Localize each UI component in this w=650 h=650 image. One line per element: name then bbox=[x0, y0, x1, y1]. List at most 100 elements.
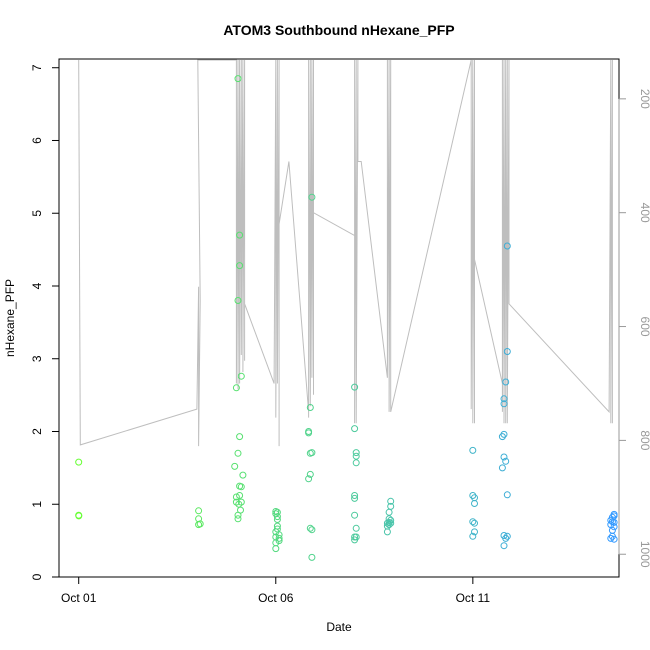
data-point-42 bbox=[305, 429, 313, 437]
series-line bbox=[78, 59, 613, 447]
data-point-63 bbox=[352, 533, 360, 541]
data-point-76 bbox=[469, 492, 477, 499]
data-point-90 bbox=[500, 542, 508, 550]
data-point-26 bbox=[239, 471, 247, 479]
x-tick-label-0: Oct 01 bbox=[61, 591, 97, 605]
y-axis-label: nHexane_PFP bbox=[3, 279, 17, 357]
data-point-55 bbox=[351, 494, 359, 502]
data-point-53 bbox=[351, 425, 359, 433]
data-point-35 bbox=[273, 516, 281, 523]
data-point-0 bbox=[75, 458, 83, 466]
y-tick-label-0: 0 bbox=[30, 573, 44, 580]
data-point-72 bbox=[387, 502, 395, 510]
y2-tick-label-0: 200 bbox=[638, 89, 650, 109]
data-point-66 bbox=[383, 528, 391, 536]
data-point-84 bbox=[498, 464, 506, 472]
data-point-49 bbox=[308, 449, 316, 457]
data-point-82 bbox=[471, 528, 478, 536]
data-point-87 bbox=[500, 430, 508, 438]
data-point-73 bbox=[387, 516, 395, 524]
data-point-6 bbox=[196, 520, 204, 528]
data-point-50 bbox=[308, 526, 316, 534]
data-point-18 bbox=[236, 433, 244, 441]
y2-tick-label-2: 600 bbox=[638, 317, 650, 337]
data-point-86 bbox=[500, 400, 508, 408]
x-tick-label-2: Oct 11 bbox=[456, 591, 491, 605]
data-point-40 bbox=[275, 537, 283, 545]
y-tick-label-1: 1 bbox=[30, 501, 44, 508]
y-tick-label-4: 4 bbox=[30, 282, 44, 289]
data-point-93 bbox=[502, 534, 510, 542]
data-point-88 bbox=[500, 453, 508, 461]
data-point-107 bbox=[610, 518, 618, 526]
data-point-91 bbox=[502, 378, 510, 386]
data-point-62 bbox=[352, 524, 360, 532]
data-point-52 bbox=[351, 383, 359, 391]
data-point-70 bbox=[385, 521, 393, 529]
data-point-103 bbox=[608, 526, 616, 534]
data-point-23 bbox=[237, 483, 245, 491]
data-point-34 bbox=[273, 513, 281, 521]
y-axis: 0 1 2 3 4 5 6 7 bbox=[30, 64, 60, 580]
data-point-71 bbox=[387, 497, 395, 505]
data-point-77 bbox=[469, 518, 477, 526]
data-point-3 bbox=[195, 507, 203, 515]
data-point-67 bbox=[385, 508, 393, 516]
data-point-32 bbox=[272, 545, 280, 553]
data-point-96 bbox=[503, 491, 511, 499]
y2-tick-label-1: 400 bbox=[638, 203, 650, 223]
chart-title: ATOM3 Southbound nHexane_PFP bbox=[223, 22, 454, 38]
x-axis: Oct 01 Oct 06 Oct 11 bbox=[61, 576, 491, 605]
data-point-12 bbox=[234, 297, 242, 304]
data-point-51 bbox=[308, 553, 316, 561]
data-point-36 bbox=[273, 522, 281, 530]
y-tick-label-3: 3 bbox=[30, 355, 44, 362]
data-point-95 bbox=[503, 348, 511, 355]
data-point-80 bbox=[471, 500, 478, 507]
data-point-21 bbox=[237, 372, 245, 380]
data-point-16 bbox=[236, 231, 244, 239]
data-point-54 bbox=[351, 492, 359, 499]
data-point-25 bbox=[237, 506, 244, 514]
data-point-2 bbox=[75, 512, 83, 520]
data-point-9 bbox=[232, 493, 240, 501]
data-point-78 bbox=[469, 532, 477, 540]
data-point-59 bbox=[352, 449, 360, 457]
data-point-43 bbox=[305, 475, 313, 483]
line-series bbox=[78, 59, 613, 447]
y-tick-label-7: 7 bbox=[30, 64, 44, 71]
data-point-61 bbox=[352, 459, 360, 467]
data-point-97 bbox=[503, 532, 511, 540]
data-point-44 bbox=[306, 404, 314, 411]
scatter-points bbox=[75, 75, 618, 561]
data-point-13 bbox=[234, 449, 242, 457]
data-point-94 bbox=[503, 242, 511, 250]
y2-axis: 200 400 600 800 1000 bbox=[618, 89, 650, 568]
data-point-74 bbox=[387, 519, 395, 527]
data-point-92 bbox=[502, 457, 510, 465]
data-point-46 bbox=[306, 470, 314, 478]
data-point-15 bbox=[234, 515, 242, 523]
y2-tick-label-3: 800 bbox=[638, 430, 650, 450]
x-tick-label-1: Oct 06 bbox=[258, 591, 294, 605]
data-point-33 bbox=[273, 508, 281, 516]
data-point-8 bbox=[232, 384, 240, 392]
data-point-83 bbox=[498, 433, 506, 441]
y-tick-label-5: 5 bbox=[30, 210, 44, 217]
data-point-7 bbox=[231, 462, 239, 470]
data-point-85 bbox=[500, 395, 508, 403]
data-point-47 bbox=[306, 524, 314, 532]
data-point-39 bbox=[275, 534, 283, 542]
data-point-109 bbox=[610, 535, 618, 543]
data-point-11 bbox=[234, 75, 242, 83]
data-point-100 bbox=[607, 534, 615, 542]
data-point-108 bbox=[610, 523, 618, 531]
data-point-20 bbox=[236, 492, 244, 499]
y-tick-label-2: 2 bbox=[30, 428, 44, 435]
plot-frame bbox=[58, 58, 620, 578]
y-tick-label-6: 6 bbox=[30, 137, 44, 144]
data-point-17 bbox=[236, 262, 244, 270]
data-point-75 bbox=[469, 446, 477, 454]
x-axis-label: Date bbox=[326, 620, 352, 634]
